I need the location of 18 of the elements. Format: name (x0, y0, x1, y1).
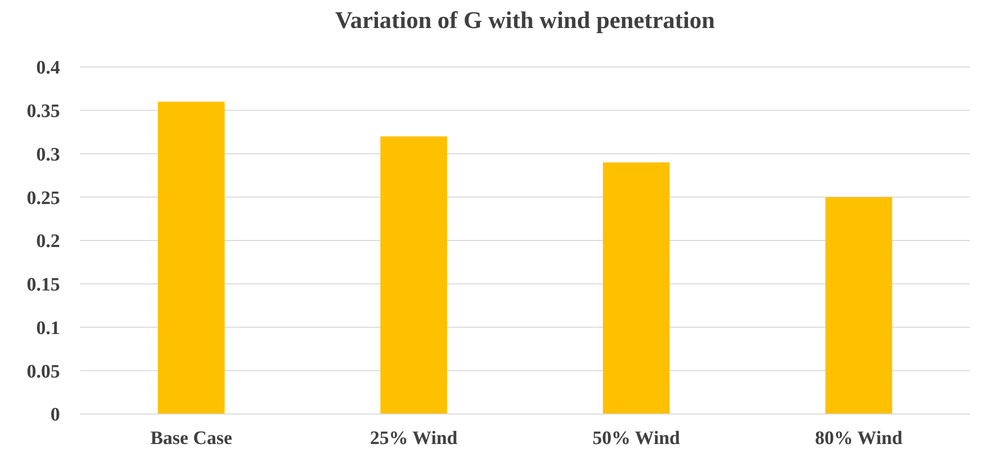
y-tick-label: 0.2 (36, 231, 60, 252)
y-tick-label: 0 (50, 404, 60, 426)
y-tick-label: 0.05 (26, 361, 60, 382)
bar (158, 102, 225, 414)
y-tick-label: 0.3 (36, 144, 60, 166)
y-tick-label: 0.25 (26, 188, 60, 209)
y-tick-label: 0.4 (36, 58, 60, 79)
y-tick-label: 0.1 (36, 318, 60, 339)
bar (602, 162, 670, 414)
y-tick-label: 0.35 (26, 101, 60, 122)
x-tick-label: 50% Wind (592, 428, 680, 449)
x-tick-label: Base Case (150, 428, 232, 449)
chart-title: Variation of G with wind penetration (335, 8, 715, 34)
x-tick-label: 80% Wind (815, 428, 903, 449)
x-tick-label: 25% Wind (370, 428, 458, 449)
bar (380, 136, 448, 414)
bar (825, 197, 892, 414)
y-tick-label: 0.15 (26, 274, 60, 296)
